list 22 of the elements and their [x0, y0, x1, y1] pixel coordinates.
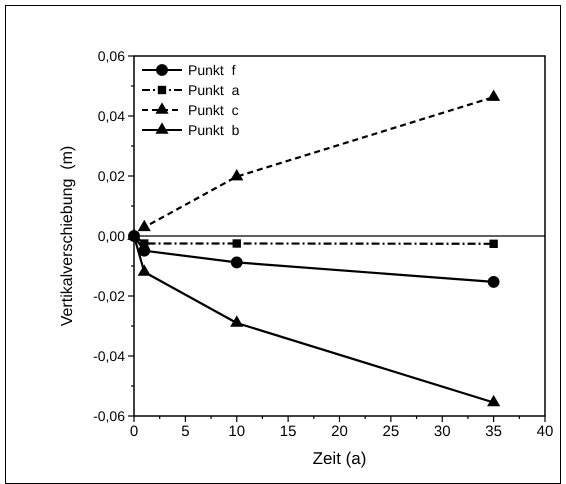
y-axis-title: Vertikalverschiebung (m) — [59, 146, 76, 326]
x-tick-label: 40 — [536, 423, 554, 440]
x-tick-label: 0 — [130, 423, 138, 440]
x-tick-label: 35 — [485, 423, 502, 440]
x-tick-label: 20 — [331, 423, 348, 440]
y-tick-label: 0,06 — [98, 48, 126, 64]
x-tick-label: 10 — [228, 423, 246, 440]
x-tick-label: 30 — [434, 423, 451, 440]
y-tick-label: -0,06 — [93, 408, 126, 424]
y-tick-label: 0,02 — [98, 168, 126, 184]
y-tick-label: -0,02 — [93, 288, 126, 304]
legend-label: Punkt a — [188, 82, 240, 98]
y-tick-label: -0,04 — [93, 348, 126, 364]
legend-label: Punkt c — [188, 102, 239, 118]
legend-label: Punkt f — [188, 62, 236, 78]
x-tick-label: 25 — [382, 423, 400, 440]
x-tick-label: 5 — [181, 423, 190, 440]
x-axis-title: Zeit (a) — [312, 449, 366, 468]
y-tick-label: 0,00 — [98, 228, 126, 244]
y-tick-label: 0,04 — [98, 108, 126, 124]
legend-label: Punkt b — [188, 122, 240, 138]
x-tick-label: 15 — [280, 423, 296, 440]
